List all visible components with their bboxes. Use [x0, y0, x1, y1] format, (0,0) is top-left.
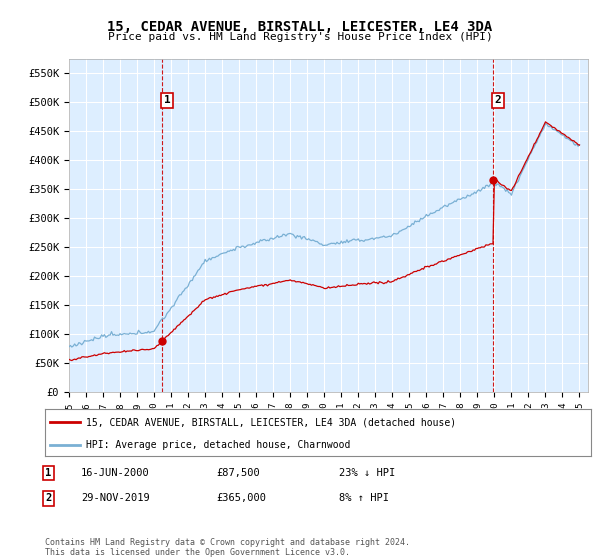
Text: 1: 1	[45, 468, 51, 478]
Text: Contains HM Land Registry data © Crown copyright and database right 2024.
This d: Contains HM Land Registry data © Crown c…	[45, 538, 410, 557]
Text: £87,500: £87,500	[216, 468, 260, 478]
Text: HPI: Average price, detached house, Charnwood: HPI: Average price, detached house, Char…	[86, 440, 350, 450]
Text: 15, CEDAR AVENUE, BIRSTALL, LEICESTER, LE4 3DA (detached house): 15, CEDAR AVENUE, BIRSTALL, LEICESTER, L…	[86, 417, 456, 427]
Text: 8% ↑ HPI: 8% ↑ HPI	[339, 493, 389, 503]
Text: 1: 1	[164, 95, 170, 105]
Text: £365,000: £365,000	[216, 493, 266, 503]
Text: 2: 2	[45, 493, 51, 503]
Text: 15, CEDAR AVENUE, BIRSTALL, LEICESTER, LE4 3DA: 15, CEDAR AVENUE, BIRSTALL, LEICESTER, L…	[107, 20, 493, 34]
Text: 23% ↓ HPI: 23% ↓ HPI	[339, 468, 395, 478]
Text: 16-JUN-2000: 16-JUN-2000	[81, 468, 150, 478]
Text: 2: 2	[495, 95, 502, 105]
Text: Price paid vs. HM Land Registry's House Price Index (HPI): Price paid vs. HM Land Registry's House …	[107, 32, 493, 43]
Text: 29-NOV-2019: 29-NOV-2019	[81, 493, 150, 503]
